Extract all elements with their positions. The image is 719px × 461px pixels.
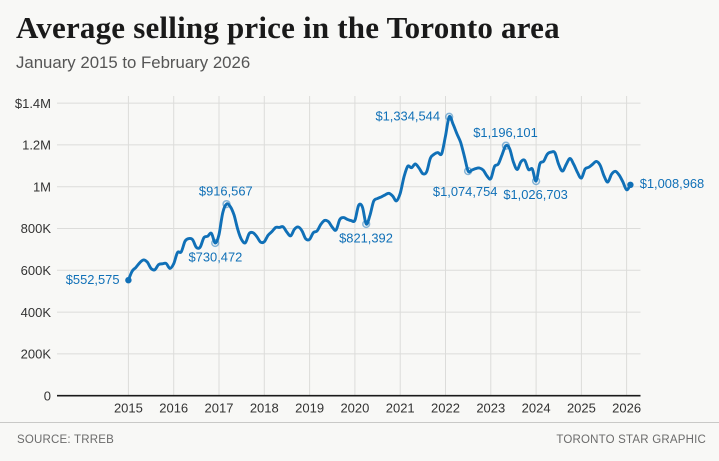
- svg-text:$1.4M: $1.4M: [15, 96, 51, 111]
- svg-text:2020: 2020: [340, 401, 369, 416]
- svg-text:2016: 2016: [159, 401, 188, 416]
- svg-text:2017: 2017: [205, 401, 234, 416]
- svg-text:2015: 2015: [114, 401, 143, 416]
- svg-text:$1,008,968: $1,008,968: [640, 176, 705, 191]
- svg-text:$552,575: $552,575: [66, 272, 120, 287]
- svg-text:2021: 2021: [386, 401, 415, 416]
- svg-text:$1,074,754: $1,074,754: [433, 184, 498, 199]
- svg-text:$916,567: $916,567: [199, 184, 253, 199]
- svg-text:400K: 400K: [21, 305, 52, 320]
- svg-text:$1,026,703: $1,026,703: [503, 187, 568, 202]
- svg-text:$1,196,101: $1,196,101: [473, 125, 538, 140]
- svg-text:2024: 2024: [522, 401, 551, 416]
- svg-text:200K: 200K: [21, 347, 52, 362]
- svg-text:2018: 2018: [250, 401, 279, 416]
- svg-text:2026: 2026: [612, 401, 641, 416]
- svg-text:600K: 600K: [21, 263, 52, 278]
- svg-text:$821,392: $821,392: [339, 231, 393, 246]
- svg-text:$1,334,544: $1,334,544: [375, 109, 440, 124]
- svg-text:1M: 1M: [33, 179, 51, 194]
- svg-text:2022: 2022: [431, 401, 460, 416]
- svg-text:1.2M: 1.2M: [22, 138, 51, 153]
- svg-text:$730,472: $730,472: [189, 249, 243, 264]
- svg-text:2019: 2019: [295, 401, 324, 416]
- svg-text:2025: 2025: [567, 401, 596, 416]
- svg-text:0: 0: [44, 388, 51, 403]
- svg-text:2023: 2023: [476, 401, 505, 416]
- svg-text:800K: 800K: [21, 221, 52, 236]
